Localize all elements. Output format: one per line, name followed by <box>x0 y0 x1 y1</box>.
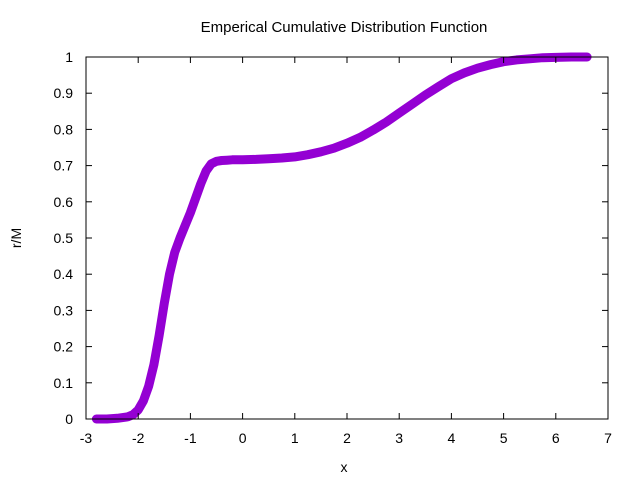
y-tick-label: 0 <box>65 411 73 427</box>
y-tick-label: 0.8 <box>54 121 74 137</box>
plot-area <box>91 52 592 424</box>
y-tick-label: 0.1 <box>54 375 74 391</box>
y-tick-label: 0.2 <box>54 339 74 355</box>
y-tick-label: 1 <box>65 49 73 65</box>
x-tick-label: -3 <box>80 430 93 446</box>
x-tick-label: 5 <box>500 430 508 446</box>
axes: -3 -2 -1 0 1 2 3 4 5 6 7 0 0.1 0.2 0.3 0.4 0.5 0.6 0.7 0.8 0… <box>54 49 613 446</box>
y-tick-label: 0.5 <box>54 230 74 246</box>
x-tick-label: 7 <box>604 430 612 446</box>
x-tick-label: 3 <box>395 430 403 446</box>
ecdf-band <box>91 52 592 424</box>
chart-title: Emperical Cumulative Distribution Functi… <box>201 19 488 36</box>
y-tick-label: 0.3 <box>54 302 74 318</box>
x-tick-label: 6 <box>552 430 560 446</box>
y-tick-label: 0.7 <box>54 158 74 174</box>
x-axis-label: x <box>341 459 348 475</box>
y-tick-label: 0.9 <box>54 85 74 101</box>
y-axis-label: r/M <box>8 228 24 248</box>
x-tick-label: -1 <box>184 430 197 446</box>
x-tick-label: 0 <box>239 430 247 446</box>
y-tick-label: 0.4 <box>54 266 74 282</box>
x-tick-label: 1 <box>291 430 299 446</box>
x-tick-label: 2 <box>343 430 351 446</box>
x-tick-label: -2 <box>132 430 145 446</box>
y-tick-label: 0.6 <box>54 194 74 210</box>
x-tick-label: 4 <box>448 430 456 446</box>
plot-frame <box>85 56 609 420</box>
